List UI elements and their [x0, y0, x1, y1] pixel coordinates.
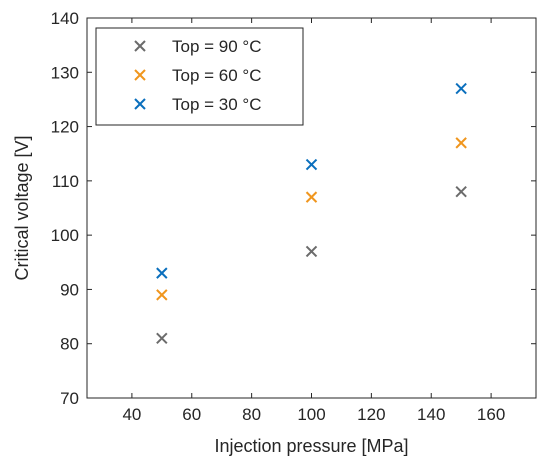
x-tick-label: 40	[122, 405, 141, 424]
legend-marker	[134, 40, 146, 52]
y-tick-label: 120	[51, 118, 79, 137]
y-tick-label: 90	[60, 280, 79, 299]
data-point-series-0	[455, 186, 467, 198]
axis-ticks	[87, 17, 536, 399]
tick-labels: 40 60 80 100 120 140 160 70 80 90 100 110 120 130 140	[51, 9, 506, 424]
marker-stroke	[305, 158, 318, 171]
legend: Top = 90 °C Top = 60 °C Top = 30 °C	[95, 27, 304, 126]
legend-box	[95, 27, 304, 126]
x-tick-label: 60	[182, 405, 201, 424]
x-tick-label: 120	[357, 405, 385, 424]
y-tick-label: 100	[51, 226, 79, 245]
x-tick-label: 80	[242, 405, 261, 424]
y-tick-label: 80	[60, 335, 79, 354]
data-point-series-2	[455, 82, 467, 95]
data-point-series-0	[305, 245, 318, 258]
legend-marker	[134, 98, 146, 110]
legend-label: Top = 30 °C	[172, 95, 262, 114]
data-point-series-1	[305, 191, 318, 203]
y-tick-label: 70	[60, 389, 79, 408]
marker-stroke	[455, 82, 467, 95]
marker-stroke	[156, 267, 168, 279]
marker-stroke	[134, 98, 146, 110]
data-point-series-2	[305, 158, 318, 171]
x-axis-label: Injection pressure [MPa]	[214, 436, 408, 456]
y-tick-label: 130	[51, 63, 79, 82]
marker-stroke	[156, 332, 168, 344]
marker-stroke	[156, 289, 168, 301]
data-point-series-1	[156, 289, 168, 301]
x-tick-label: 100	[297, 405, 325, 424]
x-tick-label: 140	[417, 405, 445, 424]
data-point-series-2	[156, 267, 168, 279]
data-point-series-1	[455, 137, 467, 149]
data-points	[156, 82, 467, 344]
marker-stroke	[455, 186, 467, 198]
marker-stroke	[455, 137, 467, 149]
legend-label: Top = 60 °C	[172, 66, 262, 85]
legend-marker	[134, 69, 146, 81]
legend-label: Top = 90 °C	[172, 37, 262, 56]
marker-stroke	[134, 69, 146, 81]
data-point-series-0	[156, 332, 168, 344]
y-tick-label: 110	[52, 172, 79, 191]
x-tick-label: 160	[477, 405, 505, 424]
marker-stroke	[305, 191, 318, 203]
marker-stroke	[305, 245, 318, 258]
marker-stroke	[134, 40, 146, 52]
y-axis-label: Critical voltage [V]	[12, 135, 32, 280]
y-tick-label: 140	[51, 9, 79, 28]
